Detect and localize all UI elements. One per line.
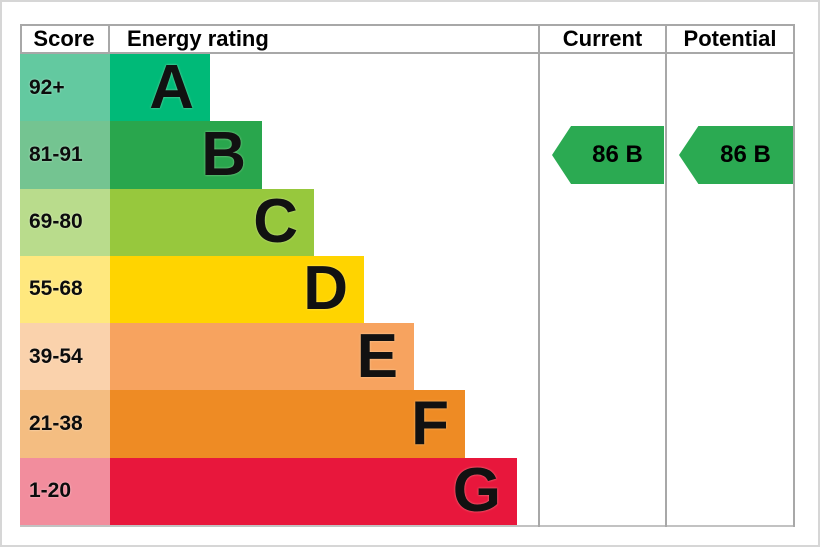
band-row-f: 21-38 F [20,390,795,458]
band-row-b: 81-91 B [20,121,795,189]
current-rating-arrow: 86 B [552,126,664,184]
table-right-border [793,24,795,527]
band-row-e: 39-54 E [20,323,795,391]
energy-column-divider [538,24,540,527]
table-bottom-border [20,525,795,527]
band-score-c: 69-80 [20,188,110,256]
header-bottom-border [20,52,795,54]
band-score-d: 55-68 [20,255,110,324]
band-row-g: 1-20 G [20,457,795,525]
band-score-e: 39-54 [20,323,110,391]
band-bar-g: G [110,457,517,525]
band-score-b: 81-91 [20,121,110,189]
band-rows: 92+ A 81-91 B 69-80 C 55-68 D 39-54 E 21… [20,54,795,525]
band-row-a: 92+ A [20,54,795,122]
table-top-border [20,24,795,26]
potential-column-header: Potential [683,26,777,51]
energy-rating-column-header: Energy rating [127,26,269,51]
epc-rating-table: Score Energy rating Current Potential 92… [20,24,795,527]
score-column-header: Score [33,26,95,51]
band-bar-b: B [110,121,262,189]
band-bar-a: A [110,54,210,122]
band-row-d: 55-68 D [20,255,795,324]
band-bar-f: F [110,390,465,458]
band-bar-d: D [110,255,364,324]
header-left-border [20,24,22,54]
current-potential-divider [665,24,667,527]
current-column-header: Current [562,26,643,51]
band-score-a: 92+ [20,54,110,122]
band-score-f: 21-38 [20,390,110,458]
score-column-divider [108,24,110,54]
band-bar-e: E [110,323,414,391]
band-bar-c: C [110,188,314,256]
potential-rating-arrow: 86 B [679,126,793,184]
band-row-c: 69-80 C [20,188,795,256]
band-score-g: 1-20 [20,457,110,525]
